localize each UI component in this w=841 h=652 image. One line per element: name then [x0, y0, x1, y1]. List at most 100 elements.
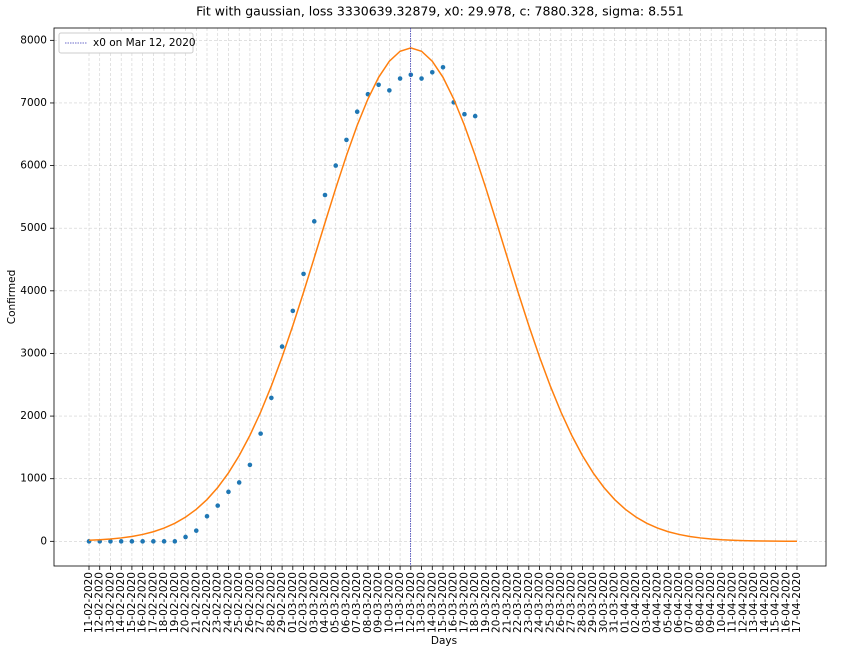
data-point: [311, 219, 317, 224]
x-tick-label: 14-04-2020: [759, 572, 771, 633]
y-tick-label: 1000: [20, 473, 47, 485]
y-tick-label: 5000: [20, 222, 47, 234]
x-tick-label: 27-03-2020: [566, 572, 578, 633]
data-point: [258, 431, 263, 436]
data-point: [290, 308, 296, 314]
x-tick-label: 14-03-2020: [426, 572, 438, 633]
data-point: [387, 88, 392, 93]
x-tick-label: 06-03-2020: [340, 572, 352, 633]
y-tick-label: 2000: [20, 410, 47, 422]
x-tick-label: 11-02-2020: [83, 572, 95, 633]
y-tick-label: 6000: [20, 160, 47, 172]
x-tick-label: 23-03-2020: [523, 572, 535, 633]
x-tick-label: 12-03-2020: [405, 572, 417, 633]
x-axis-label: Days: [431, 635, 457, 647]
data-point: [172, 539, 178, 544]
x-tick-label: 13-02-2020: [104, 572, 116, 633]
x-tick-label: 07-04-2020: [684, 572, 696, 633]
x-tick-label: 12-04-2020: [737, 572, 749, 633]
x-tick-label: 19-02-2020: [169, 572, 181, 633]
data-point: [247, 462, 253, 468]
x-tick-label: 11-03-2020: [394, 572, 406, 633]
x-tick-label: 31-03-2020: [609, 572, 621, 633]
data-point: [419, 76, 424, 81]
x-tick-label: 08-03-2020: [362, 572, 374, 633]
x-tick-label: 07-03-2020: [351, 572, 363, 633]
x-tick-label: 01-03-2020: [287, 572, 299, 633]
data-point: [322, 192, 328, 198]
data-point: [215, 503, 221, 508]
x-tick-label: 15-02-2020: [126, 572, 138, 633]
data-point: [301, 271, 306, 277]
y-tick-label: 4000: [20, 285, 47, 297]
x-tick-label: 06-04-2020: [673, 572, 685, 633]
x-tick-label: 11-04-2020: [727, 572, 739, 633]
x-tick-label: 23-02-2020: [212, 572, 224, 633]
data-point: [151, 539, 156, 544]
y-tick-label: 7000: [20, 97, 47, 109]
x-tick-label: 05-04-2020: [662, 572, 674, 633]
x-tick-label: 20-03-2020: [491, 572, 503, 633]
x-tick-label: 25-02-2020: [233, 572, 245, 633]
data-point: [376, 82, 381, 88]
y-tick-label: 8000: [20, 34, 47, 46]
data-point: [118, 539, 124, 544]
x-tick-label: 08-04-2020: [694, 572, 706, 633]
data-point: [193, 528, 199, 533]
chart-title: Fit with gaussian, loss 3330639.32879, x…: [196, 4, 684, 19]
fit-line: [88, 47, 798, 543]
x-tick-label: 03-04-2020: [641, 572, 653, 633]
y-tick-label: 0: [40, 535, 47, 547]
legend-label: x0 on Mar 12, 2020: [93, 37, 196, 49]
x-tick-label: 24-03-2020: [534, 572, 546, 633]
x-tick-label: 13-04-2020: [748, 572, 760, 633]
x-tick-label: 22-02-2020: [201, 572, 213, 633]
data-point: [129, 539, 135, 544]
x-tick-label: 21-03-2020: [501, 572, 513, 633]
data-point: [472, 113, 478, 119]
data-point: [108, 539, 113, 544]
x-tick-label: 24-02-2020: [222, 572, 234, 633]
x-tick-label: 27-02-2020: [255, 572, 267, 633]
data-point: [226, 489, 231, 495]
x-tick-label: 03-03-2020: [308, 572, 320, 633]
x-tick-label: 29-03-2020: [587, 572, 599, 633]
x-tick-label: 09-04-2020: [705, 572, 717, 633]
x-tick-label: 29-02-2020: [276, 572, 288, 633]
data-point: [440, 64, 446, 70]
x-tick-label: 17-03-2020: [458, 572, 470, 633]
y-axis-label: Confirmed: [6, 270, 18, 325]
x-tick-label: 04-04-2020: [652, 572, 664, 633]
x-tick-label: 16-02-2020: [137, 572, 149, 633]
x-tick-label: 14-02-2020: [115, 572, 127, 633]
x-tick-label: 17-04-2020: [791, 572, 803, 633]
data-point: [269, 395, 274, 401]
data-point: [333, 163, 339, 168]
x-tick-label: 20-02-2020: [180, 572, 192, 633]
x-tick-label: 16-04-2020: [780, 572, 792, 633]
x-tick-label: 01-04-2020: [619, 572, 631, 633]
data-point: [429, 69, 435, 75]
data-point: [236, 480, 242, 485]
data-point: [204, 513, 210, 519]
x-tick-label: 10-04-2020: [716, 572, 728, 633]
x-tick-label: 15-04-2020: [770, 572, 782, 633]
data-point: [354, 109, 360, 115]
x-tick-label: 17-02-2020: [147, 572, 159, 633]
x-tick-label: 10-03-2020: [383, 572, 395, 633]
data-point: [161, 539, 167, 544]
x-tick-label: 28-02-2020: [265, 572, 277, 633]
plot-frame: [53, 27, 827, 567]
data-point: [279, 344, 285, 349]
data-point: [397, 76, 403, 81]
x-tick-label: 18-02-2020: [158, 572, 170, 633]
x-tick-label: 18-03-2020: [469, 572, 481, 633]
x-tick-label: 26-02-2020: [244, 572, 256, 633]
x-tick-label: 26-03-2020: [555, 572, 567, 633]
x-tick-label: 02-03-2020: [298, 572, 310, 633]
x-tick-label: 15-03-2020: [437, 572, 449, 633]
x-tick-label: 05-03-2020: [330, 572, 342, 633]
x-tick-label: 28-03-2020: [576, 572, 588, 633]
x-tick-label: 25-03-2020: [544, 572, 556, 633]
